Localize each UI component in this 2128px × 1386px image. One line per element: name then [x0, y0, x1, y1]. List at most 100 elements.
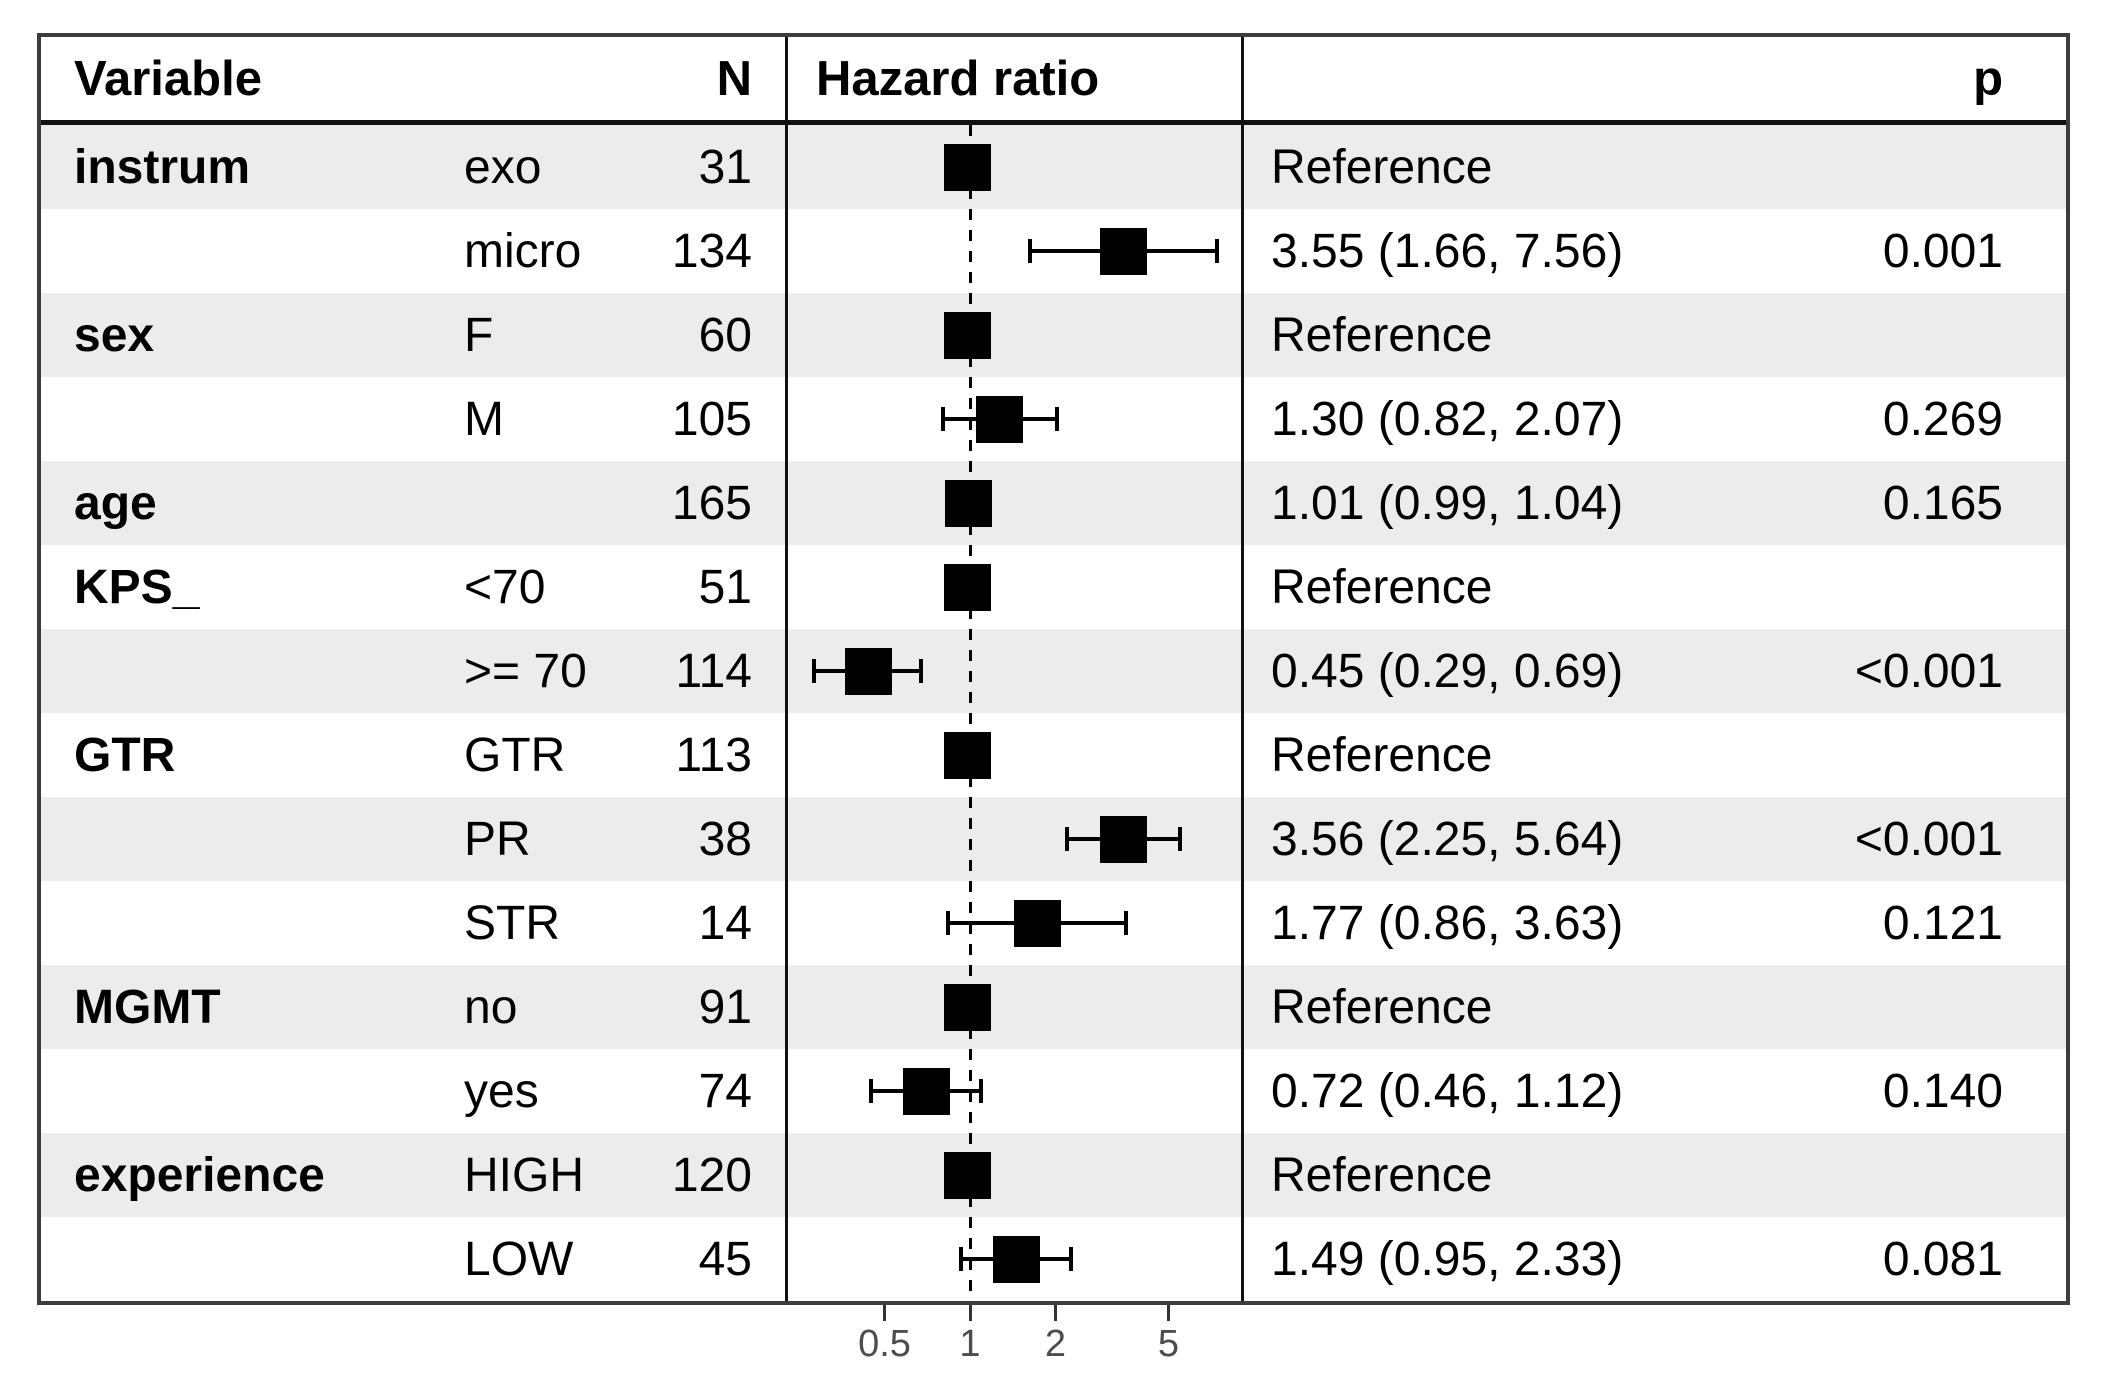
hazard-ratio-plot-cell — [788, 125, 1244, 209]
cell-n: 38 — [666, 797, 788, 881]
table-body: instrum exo 31 Reference micro 134 3.55 … — [41, 125, 2066, 1301]
ci-whisker-cap — [1027, 239, 1032, 263]
ci-whisker-cap — [869, 1079, 874, 1103]
cell-n: 120 — [666, 1133, 788, 1217]
cell-level: exo — [464, 140, 542, 194]
cell-p: 0.165 — [1882, 476, 2003, 530]
cell-level: M — [464, 392, 504, 446]
cell-variable: KPS_ — [74, 560, 200, 614]
cell-p — [1769, 965, 2060, 1049]
ci-whisker-cap — [919, 659, 924, 683]
hazard-ratio-plot-cell — [788, 293, 1244, 377]
cell-level: GTR — [464, 728, 566, 782]
cell-estimate: Reference — [1271, 140, 1493, 194]
cell-p: <0.001 — [1854, 812, 2003, 866]
axis-tick — [883, 1305, 886, 1321]
header-variable: Variable — [74, 51, 262, 106]
hr-point-marker — [943, 143, 991, 191]
header-p: p — [1973, 51, 2003, 106]
hr-point-marker — [943, 563, 991, 611]
cell-estimate: 3.55 (1.66, 7.56) — [1271, 224, 1624, 278]
cell-variable — [41, 797, 428, 881]
cell-estimate: 3.56 (2.25, 5.64) — [1271, 812, 1624, 866]
cell-variable — [41, 209, 428, 293]
hr-point-marker — [943, 731, 991, 779]
hr-point-marker — [902, 1067, 950, 1115]
cell-n: 134 — [666, 209, 788, 293]
cell-level: STR — [464, 896, 560, 950]
axis-tick-label: 1 — [959, 1323, 981, 1365]
x-axis: 0.5 1 2 5 — [791, 1305, 1247, 1385]
cell-estimate: 1.30 (0.82, 2.07) — [1271, 392, 1624, 446]
cell-variable — [41, 1049, 428, 1133]
table-row: M 105 1.30 (0.82, 2.07) 0.269 — [41, 377, 2066, 461]
cell-variable: sex — [74, 308, 155, 362]
table-row: micro 134 3.55 (1.66, 7.56) 0.001 — [41, 209, 2066, 293]
cell-p — [1769, 1133, 2060, 1217]
cell-p: 0.269 — [1882, 392, 2003, 446]
hr-point-marker — [943, 1151, 991, 1199]
cell-p: 0.081 — [1882, 1232, 2003, 1286]
hr-point-marker — [1099, 227, 1147, 275]
hazard-ratio-plot-cell — [788, 713, 1244, 797]
forest-table: Variable N Hazard ratio p instrum exo 31… — [37, 33, 2070, 1305]
table-header-row: Variable N Hazard ratio p — [41, 37, 2066, 125]
cell-level: yes — [464, 1064, 539, 1118]
cell-p: 0.140 — [1882, 1064, 2003, 1118]
cell-n: 45 — [666, 1217, 788, 1301]
ci-whisker-cap — [1124, 911, 1128, 935]
ci-whisker-cap — [1178, 827, 1183, 851]
cell-n: 74 — [666, 1049, 788, 1133]
table-row: LOW 45 1.49 (0.95, 2.33) 0.081 — [41, 1217, 2066, 1301]
hr-point-marker — [943, 311, 991, 359]
ci-whisker-cap — [812, 659, 817, 683]
cell-estimate: Reference — [1271, 560, 1493, 614]
hazard-ratio-plot-cell — [788, 1133, 1244, 1217]
cell-variable — [41, 1217, 428, 1301]
hazard-ratio-plot-cell — [788, 1217, 1244, 1301]
ci-whisker-cap — [940, 407, 945, 431]
cell-estimate: Reference — [1271, 1148, 1493, 1202]
table-row: MGMT no 91 Reference — [41, 965, 2066, 1049]
hazard-ratio-plot-cell — [788, 461, 1244, 545]
table-row: GTR GTR 113 Reference — [41, 713, 2066, 797]
ci-whisker-cap — [1214, 239, 1219, 263]
cell-variable: GTR — [74, 728, 176, 782]
cell-level: PR — [464, 812, 531, 866]
cell-level: >= 70 — [464, 644, 587, 698]
cell-level — [428, 461, 666, 545]
cell-estimate: Reference — [1271, 980, 1493, 1034]
cell-estimate: Reference — [1271, 308, 1493, 362]
hr-point-marker — [975, 395, 1023, 443]
table-row: PR 38 3.56 (2.25, 5.64) <0.001 — [41, 797, 2066, 881]
hazard-ratio-plot-cell — [788, 629, 1244, 713]
cell-level: LOW — [464, 1232, 574, 1286]
ci-whisker-cap — [1065, 827, 1070, 851]
cell-p: 0.121 — [1882, 896, 2003, 950]
header-estimate-spacer — [1244, 37, 1769, 120]
hazard-ratio-plot-cell — [788, 377, 1244, 461]
hr-point-marker — [1100, 815, 1148, 863]
cell-p — [1769, 545, 2060, 629]
axis-tick — [968, 1305, 972, 1321]
hr-point-marker — [1013, 899, 1061, 947]
axis-tick-label: 5 — [1157, 1323, 1180, 1365]
table-row: yes 74 0.72 (0.46, 1.12) 0.140 — [41, 1049, 2066, 1133]
cell-variable: experience — [74, 1148, 325, 1202]
cell-p: 0.001 — [1882, 224, 2003, 278]
cell-n: 91 — [666, 965, 788, 1049]
cell-n: 114 — [666, 629, 788, 713]
table-row: experience HIGH 120 Reference — [41, 1133, 2066, 1217]
hazard-ratio-plot-cell — [788, 209, 1244, 293]
cell-level: micro — [464, 224, 582, 278]
cell-n: 31 — [666, 125, 788, 209]
cell-estimate: 1.77 (0.86, 3.63) — [1271, 896, 1624, 950]
hazard-ratio-plot-cell — [788, 881, 1244, 965]
cell-n: 105 — [666, 377, 788, 461]
cell-estimate: 0.72 (0.46, 1.12) — [1271, 1064, 1624, 1118]
axis-tick — [1167, 1305, 1170, 1321]
cell-variable — [41, 377, 428, 461]
axis-tick-label: 2 — [1044, 1323, 1067, 1365]
ci-whisker-cap — [1069, 1247, 1074, 1271]
